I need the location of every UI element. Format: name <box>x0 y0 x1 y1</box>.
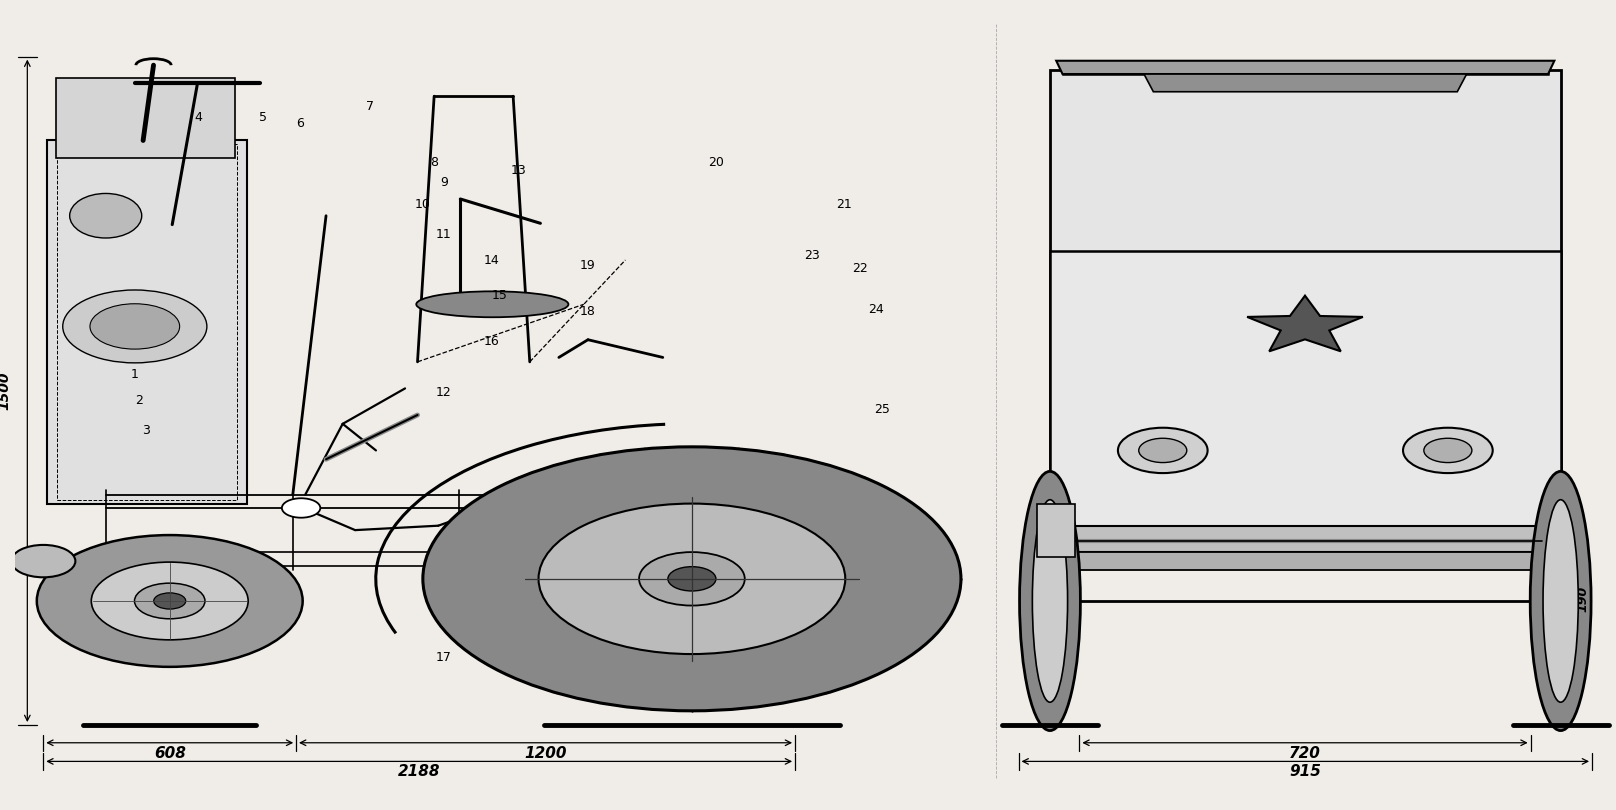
Polygon shape <box>1062 65 1548 74</box>
Text: 2: 2 <box>136 394 144 407</box>
Text: 5: 5 <box>259 111 267 124</box>
Polygon shape <box>1057 61 1555 74</box>
Bar <box>1037 504 1075 556</box>
Ellipse shape <box>1033 500 1068 702</box>
Text: 4: 4 <box>196 111 202 124</box>
Circle shape <box>154 593 186 609</box>
Text: 16: 16 <box>483 335 499 348</box>
Text: 18: 18 <box>580 305 596 318</box>
Text: 915: 915 <box>1290 765 1322 779</box>
Ellipse shape <box>1543 500 1579 702</box>
Text: 13: 13 <box>511 164 527 177</box>
Ellipse shape <box>90 562 249 640</box>
Text: 7: 7 <box>367 100 373 113</box>
Circle shape <box>1118 428 1207 473</box>
Text: 19: 19 <box>580 259 596 272</box>
Text: 12: 12 <box>436 386 451 399</box>
Circle shape <box>638 552 745 606</box>
Bar <box>1044 552 1568 570</box>
Text: 6: 6 <box>296 117 304 130</box>
Bar <box>47 140 247 504</box>
Bar <box>1050 70 1561 535</box>
Circle shape <box>134 583 205 619</box>
Circle shape <box>63 290 207 363</box>
Circle shape <box>1424 438 1472 463</box>
Circle shape <box>1139 438 1186 463</box>
Circle shape <box>667 567 716 591</box>
Text: 20: 20 <box>708 156 724 168</box>
Bar <box>1044 526 1568 552</box>
Text: 2188: 2188 <box>398 765 441 779</box>
Text: 23: 23 <box>805 249 819 262</box>
Text: 15: 15 <box>491 289 507 302</box>
Ellipse shape <box>1020 471 1081 731</box>
Ellipse shape <box>417 292 569 318</box>
Text: 14: 14 <box>483 254 499 267</box>
Text: 22: 22 <box>852 262 868 275</box>
Text: 720: 720 <box>1290 746 1320 761</box>
Text: 1: 1 <box>131 368 139 381</box>
Text: 25: 25 <box>874 403 890 416</box>
Ellipse shape <box>69 194 142 238</box>
Text: 190: 190 <box>1577 586 1590 612</box>
Text: 1500: 1500 <box>0 372 11 410</box>
Circle shape <box>281 498 320 518</box>
Text: 9: 9 <box>440 176 448 189</box>
Ellipse shape <box>423 447 962 711</box>
Text: 1200: 1200 <box>524 746 567 761</box>
Text: 3: 3 <box>142 424 150 437</box>
Ellipse shape <box>1530 471 1592 731</box>
Ellipse shape <box>37 535 302 667</box>
Text: 11: 11 <box>436 228 451 241</box>
Text: 608: 608 <box>154 746 186 761</box>
Bar <box>57 143 238 501</box>
Text: 8: 8 <box>430 156 438 168</box>
Text: 21: 21 <box>835 198 852 211</box>
Bar <box>1050 251 1561 535</box>
Polygon shape <box>1248 296 1362 352</box>
Ellipse shape <box>538 504 845 654</box>
Text: 10: 10 <box>415 198 431 211</box>
Text: 24: 24 <box>868 303 884 316</box>
Text: 17: 17 <box>436 651 451 664</box>
Polygon shape <box>1144 74 1467 92</box>
Circle shape <box>11 545 76 578</box>
Circle shape <box>90 304 179 349</box>
Circle shape <box>1403 428 1493 473</box>
Bar <box>57 79 234 158</box>
